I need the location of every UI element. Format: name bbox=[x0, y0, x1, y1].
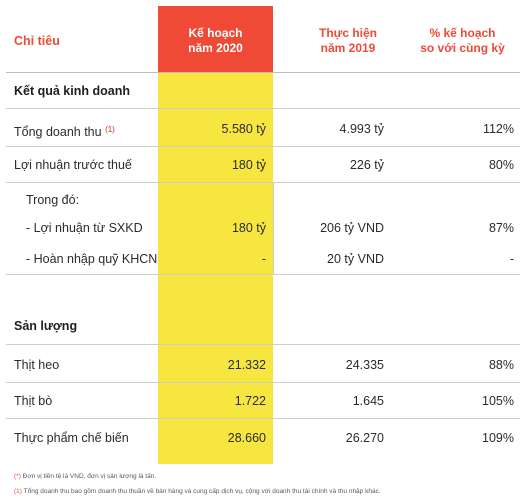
row-divider bbox=[6, 418, 520, 419]
row-profit-label: Lợi nhuận trước thuế bbox=[14, 158, 132, 172]
row-divider bbox=[6, 108, 520, 109]
row-processed-label: Thực phẩm chế biến bbox=[14, 431, 129, 445]
row-profit-sxkd-actual: 206 tỷ VND bbox=[320, 221, 384, 235]
header-label: Chỉ tiêu bbox=[14, 34, 60, 48]
header-actual-text: Thực hiện năm 2019 bbox=[318, 26, 378, 55]
row-divider bbox=[6, 182, 520, 183]
row-divider bbox=[6, 274, 520, 275]
revenue-footnote-mark: (1) bbox=[105, 125, 115, 134]
section-output: Sản lượng bbox=[14, 319, 78, 333]
row-khcn-plan: - bbox=[261, 252, 266, 266]
row-beef-label: Thịt bò bbox=[14, 394, 53, 408]
footnote-revenue-mark: (1) bbox=[14, 488, 22, 495]
row-revenue-pct: 112% bbox=[482, 122, 514, 136]
row-beef-actual: 1.645 bbox=[352, 394, 384, 408]
row-beef-pct: 105% bbox=[482, 394, 514, 408]
row-revenue-label: Tổng doanh thu (1) bbox=[14, 122, 115, 140]
header-divider bbox=[6, 72, 520, 73]
row-divider bbox=[6, 344, 520, 345]
plan-column-highlight bbox=[158, 72, 273, 464]
row-divider bbox=[6, 382, 520, 383]
row-divider bbox=[6, 146, 520, 147]
header-plan-text: Kế hoạch năm 2020 bbox=[188, 26, 243, 55]
footnote-units-text: Đơn vị tiền tệ là VND, đơn vị sản lượng … bbox=[22, 473, 157, 480]
row-processed-actual: 26.270 bbox=[345, 431, 384, 445]
header-percent: % kế hoạch so với cùng kỳ bbox=[405, 26, 520, 56]
row-khcn-actual: 20 tỷ VND bbox=[327, 252, 384, 266]
row-khcn-label: - Hoàn nhập quỹ KHCN bbox=[26, 252, 158, 266]
column-separator bbox=[273, 182, 274, 274]
footnote-units: (*) Đơn vị tiền tệ là VND, đơn vị sản lư… bbox=[14, 473, 156, 480]
row-pork-actual: 24.335 bbox=[345, 358, 384, 372]
row-revenue-actual: 4.993 tỷ bbox=[339, 122, 384, 136]
row-profit-plan: 180 tỷ bbox=[231, 158, 266, 172]
row-revenue-plan: 5.580 tỷ bbox=[221, 122, 266, 136]
revenue-label-text: Tổng doanh thu bbox=[14, 125, 102, 139]
row-profit-sxkd-pct: 87% bbox=[488, 221, 514, 235]
row-pork-plan: 21.332 bbox=[227, 358, 266, 372]
row-profit-pct: 80% bbox=[488, 158, 514, 172]
row-of-which-label: Trong đó: bbox=[26, 193, 80, 207]
row-profit-actual: 226 tỷ bbox=[349, 158, 384, 172]
footnote-revenue: (1) Tổng doanh thu bao gồm doanh thu thu… bbox=[14, 488, 381, 495]
row-pork-pct: 88% bbox=[488, 358, 514, 372]
row-khcn-pct: - bbox=[509, 252, 514, 266]
row-processed-pct: 109% bbox=[482, 431, 514, 445]
footnote-revenue-text: Tổng doanh thu bao gồm doanh thu thuần v… bbox=[23, 488, 381, 495]
header-actual-2019: Thực hiện năm 2019 bbox=[293, 26, 403, 56]
row-profit-sxkd-plan: 180 tỷ bbox=[231, 221, 266, 235]
footnote-units-mark: (*) bbox=[14, 473, 21, 480]
header-percent-text: % kế hoạch so với cùng kỳ bbox=[420, 26, 505, 55]
plan-column-header-bg bbox=[158, 6, 273, 72]
row-beef-plan: 1.722 bbox=[234, 394, 266, 408]
row-pork-label: Thịt heo bbox=[14, 358, 60, 372]
header-plan-2020: Kế hoạch năm 2020 bbox=[158, 26, 273, 56]
row-processed-plan: 28.660 bbox=[227, 431, 266, 445]
row-profit-sxkd-label: - Lợi nhuận từ SXKD bbox=[26, 221, 143, 235]
section-business-results: Kết quả kinh doanh bbox=[14, 84, 130, 98]
